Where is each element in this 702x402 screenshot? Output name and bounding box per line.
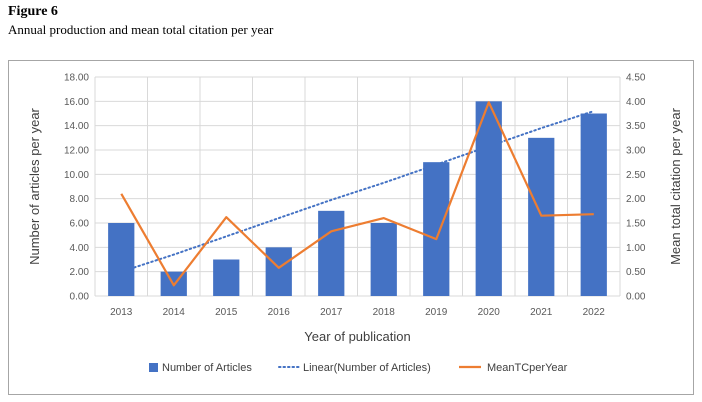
y2-tick-label: 1.50 <box>626 219 646 230</box>
x-tick-label: 2022 <box>583 307 606 318</box>
x-axis-title: Year of publication <box>304 329 411 344</box>
y-tick-label: 14.00 <box>64 121 89 132</box>
y-tick-label: 16.00 <box>64 97 89 108</box>
y-tick-label: 6.00 <box>70 219 90 230</box>
y2-tick-label: 4.50 <box>626 73 646 84</box>
bar <box>580 113 607 296</box>
bar <box>265 247 292 296</box>
x-tick-label: 2017 <box>320 307 343 318</box>
grid-layer <box>94 76 621 297</box>
bar <box>528 137 555 296</box>
x-tick-label: 2014 <box>163 307 186 318</box>
y-tick-label: 4.00 <box>70 243 90 254</box>
legend: Number of Articles Linear(Number of Artic… <box>149 362 568 374</box>
figure-caption: Annual production and mean total citatio… <box>8 22 274 37</box>
x-tick-label: 2013 <box>110 307 133 318</box>
bar <box>318 210 345 296</box>
y-tick-label: 12.00 <box>64 146 89 157</box>
legend-label: MeanTCperYear <box>487 362 568 374</box>
line-layer <box>120 101 594 287</box>
bar <box>213 259 240 296</box>
x-tick-label: 2020 <box>478 307 501 318</box>
bar <box>370 223 397 296</box>
x-tick-label: 2015 <box>215 307 238 318</box>
y-tick-label: 8.00 <box>70 194 90 205</box>
chart: 0.00 2.00 4.00 6.00 8.00 10.00 12.00 14.00 16.00… <box>27 73 683 375</box>
x-tick-label: 2018 <box>373 307 396 318</box>
bar <box>475 101 502 296</box>
x-tick-label: 2021 <box>530 307 553 318</box>
y2-tick-label: 3.00 <box>626 146 646 157</box>
y2-tick-label: 2.50 <box>626 170 646 181</box>
legend-label: Number of Articles <box>162 362 252 374</box>
figure-label: Figure 6 <box>8 4 58 19</box>
y-tick-label: 0.00 <box>70 292 90 303</box>
axis-layer: 0.00 2.00 4.00 6.00 8.00 10.00 12.00 14.00 16.00… <box>64 73 646 319</box>
y2-tick-label: 0.50 <box>626 267 646 278</box>
bar <box>423 162 450 296</box>
y-axis-title: Number of articles per year <box>27 107 42 264</box>
y2-tick-label: 2.00 <box>626 194 646 205</box>
y2-axis-title: Mean total citation per year <box>668 107 683 264</box>
y-tick-label: 10.00 <box>64 170 89 181</box>
y-tick-label: 18.00 <box>64 73 89 84</box>
legend-swatch-bar <box>149 363 158 372</box>
trendline <box>120 110 595 273</box>
chart-frame: 0.00 2.00 4.00 6.00 8.00 10.00 12.00 14.00 16.00… <box>8 60 694 395</box>
y-tick-label: 2.00 <box>70 267 90 278</box>
y2-tick-label: 0.00 <box>626 292 646 303</box>
x-tick-label: 2019 <box>425 307 448 318</box>
y2-tick-label: 1.00 <box>626 243 646 254</box>
trend-layer <box>120 110 595 273</box>
line-series <box>120 101 594 287</box>
bar-layer <box>108 101 607 296</box>
bar <box>108 223 135 296</box>
y2-tick-label: 3.50 <box>626 121 646 132</box>
x-tick-label: 2016 <box>268 307 291 318</box>
legend-label: Linear(Number of Articles) <box>303 362 431 374</box>
y2-tick-label: 4.00 <box>626 97 646 108</box>
